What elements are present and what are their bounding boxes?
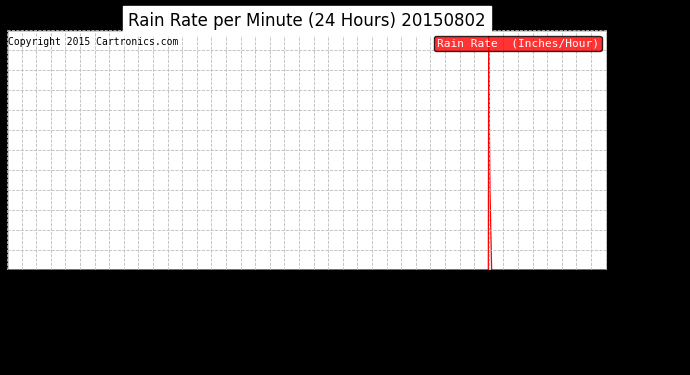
Legend: Rain Rate  (Inches/Hour): Rain Rate (Inches/Hour) — [434, 36, 602, 51]
Title: Rain Rate per Minute (24 Hours) 20150802: Rain Rate per Minute (24 Hours) 20150802 — [128, 12, 486, 30]
Text: Copyright 2015 Cartronics.com: Copyright 2015 Cartronics.com — [8, 37, 179, 47]
